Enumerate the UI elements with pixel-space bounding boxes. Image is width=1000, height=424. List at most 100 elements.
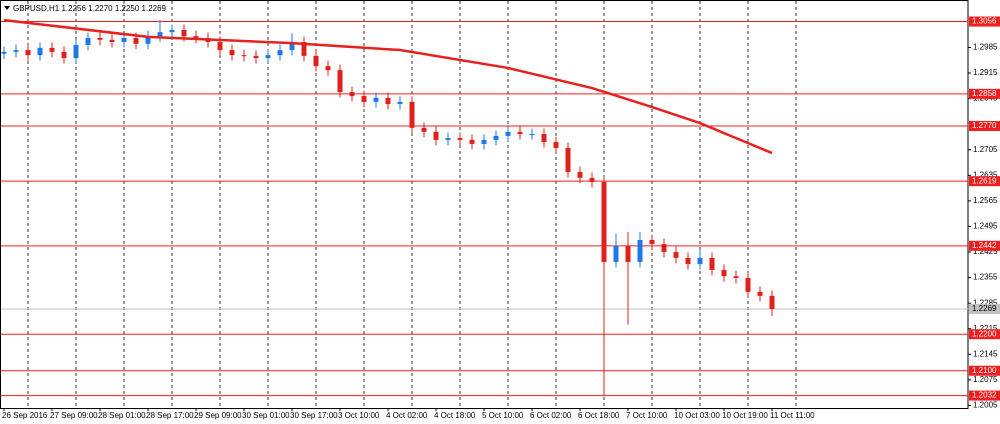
- level-label: 1.2619: [972, 176, 997, 185]
- candle-body: [517, 131, 523, 135]
- candle-body: [649, 239, 655, 244]
- candle-body: [733, 276, 739, 278]
- y-tick-label: 1.2285: [973, 298, 998, 307]
- y-tick-label: 1.2915: [973, 68, 998, 77]
- candle-body: [409, 101, 415, 128]
- candle-body: [625, 245, 631, 262]
- x-tick-label: 29 Sep 09:00: [194, 411, 242, 420]
- x-tick-label: 10 Oct 19:00: [722, 411, 768, 420]
- candle-body: [49, 47, 55, 52]
- candle-body: [589, 177, 595, 182]
- menu-arrow: [4, 6, 10, 10]
- candle-body: [61, 51, 67, 59]
- candle-body: [337, 70, 343, 93]
- candle-body: [457, 138, 463, 140]
- candle-body: [73, 44, 79, 59]
- candle-body: [97, 37, 103, 40]
- candle-body: [313, 55, 319, 67]
- level-label-box: [969, 240, 1000, 251]
- level-label-box: [969, 16, 1000, 27]
- y-tick-label: 1.2355: [973, 273, 998, 282]
- level-label-box: [969, 121, 1000, 132]
- candle-body: [217, 42, 223, 51]
- candle-body: [469, 139, 475, 144]
- candle-body: [445, 138, 451, 140]
- labels: 1.2005 1.2075 1.2145 1.2215 1.2285 1.2355 1.24…: [2, 16, 1000, 420]
- candle-body: [673, 252, 679, 258]
- x-tick-label: 27 Sep 09:00: [50, 411, 98, 420]
- chart-title: GBPUSD,H1 1.2256 1.2270 1.2250 1.2269: [13, 4, 167, 13]
- candle-body: [565, 147, 571, 173]
- y-tick-label: 1.2005: [973, 401, 998, 410]
- level-label: 1.2200: [972, 329, 997, 338]
- y-tick-label: 1.2985: [973, 43, 998, 52]
- x-tick-label: 30 Sep 01:00: [242, 411, 290, 420]
- x-tick-label: 4 Oct 02:00: [386, 411, 428, 420]
- candle-body: [181, 29, 187, 37]
- candle-body: [157, 32, 163, 37]
- candle-body: [505, 131, 511, 136]
- level-label: 1.2442: [972, 241, 997, 250]
- level-label: 1.2770: [972, 121, 997, 130]
- y-tick-label: 1.2425: [973, 247, 998, 256]
- candle-body: [373, 97, 379, 102]
- candle-body: [109, 39, 115, 43]
- x-tick-label: 30 Sep 17:00: [290, 411, 338, 420]
- marks: [1, 18, 775, 396]
- candle-body: [601, 181, 607, 262]
- candle-body: [265, 55, 271, 59]
- candle-body: [325, 66, 331, 71]
- grid: [1, 1, 968, 408]
- candle-body: [613, 245, 619, 262]
- candle-body: [289, 42, 295, 51]
- candle-body: [1, 51, 7, 54]
- x-tick-label: 28 Sep 01:00: [98, 411, 146, 420]
- level-label-box: [969, 390, 1000, 401]
- level-label: 1.2032: [972, 391, 997, 400]
- x-tick-label: 26 Sep 2016: [2, 411, 48, 420]
- x-tick-label: 10 Oct 03:00: [674, 411, 720, 420]
- candle-body: [769, 295, 775, 310]
- candle-body: [421, 127, 427, 132]
- candle-body: [553, 142, 559, 148]
- candle-body: [169, 29, 175, 33]
- candle-body: [229, 50, 235, 56]
- x-tick-label: 4 Oct 18:00: [434, 411, 476, 420]
- y-tick-label: 1.2215: [973, 324, 998, 333]
- level-label-box: [969, 329, 1000, 340]
- level-label-box: [969, 365, 1000, 376]
- x-tick-label: 7 Oct 10:00: [626, 411, 668, 420]
- current-price-box: [969, 304, 1000, 315]
- y-tick-label: 1.2075: [973, 375, 998, 384]
- candle-body: [193, 36, 199, 38]
- level-label: 1.3056: [972, 17, 997, 26]
- current-price-label: 1.2269: [972, 304, 997, 313]
- candle-body: [85, 37, 91, 45]
- candle-body: [37, 47, 43, 56]
- candle-body: [13, 50, 19, 52]
- candle-body: [709, 257, 715, 270]
- candle-body: [577, 172, 583, 178]
- x-tick-label: 5 Oct 10:00: [482, 411, 524, 420]
- candle-body: [361, 96, 367, 102]
- y-tick-label: 1.2495: [973, 222, 998, 231]
- x-tick-label: 6 Oct 02:00: [530, 411, 572, 420]
- x-tick-label: 6 Oct 18:00: [578, 411, 620, 420]
- y-tick-label: 1.2565: [973, 196, 998, 205]
- level-label: 1.2858: [972, 89, 997, 98]
- candle-body: [685, 257, 691, 265]
- candle-body: [541, 134, 547, 143]
- candle-body: [661, 243, 667, 253]
- x-tick-label: 11 Oct 11:00: [770, 411, 815, 420]
- candle-body: [745, 277, 751, 292]
- candle-body: [481, 139, 487, 144]
- candle-body: [121, 37, 127, 43]
- candle-body: [697, 257, 703, 265]
- y-tick-label: 1.2145: [973, 349, 998, 358]
- candle-body: [349, 92, 355, 97]
- candle-body: [145, 36, 151, 44]
- x-tick-label: 28 Sep 17:00: [146, 411, 194, 420]
- candle-body: [757, 291, 763, 296]
- level-label-box: [969, 88, 1000, 99]
